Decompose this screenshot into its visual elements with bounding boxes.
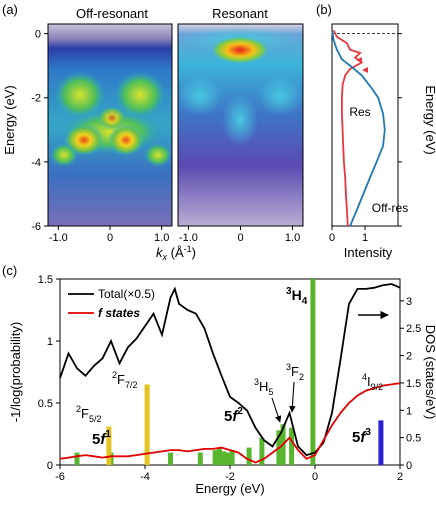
panel-c-xtick-label: -4 <box>140 471 150 483</box>
panel-c-ticks: -6 -4 -2 0 200.511.500.511.522.53 <box>38 274 422 483</box>
bar-green <box>168 452 173 465</box>
label-2F72: 2F7/2 <box>112 370 137 390</box>
panel-a-xtick-label: 0 <box>107 232 113 244</box>
label-3F2: 3F2 <box>286 362 304 382</box>
panel-c-xlabel: Energy (eV) <box>195 481 264 496</box>
bar-green <box>289 427 295 465</box>
panel-b-xtick-label: 0 <box>329 232 335 244</box>
bar-green <box>246 447 252 465</box>
panel-c-ytick-label: 1.5 <box>38 274 53 286</box>
bar-green <box>310 279 316 465</box>
label-3H5: 3H5 <box>254 377 273 397</box>
panel-c-ytick-right-label: 2 <box>406 351 412 363</box>
panel-c-ytick-right-label: 0 <box>406 460 412 472</box>
bar-green <box>225 452 231 465</box>
legend-total-label: Total(×0.5) <box>98 287 155 301</box>
panel-a-xlabel: kx (Å-1) <box>156 244 196 262</box>
panel-a-xlabel-k: k <box>156 245 164 260</box>
panel-b-xlabel: Intensity <box>344 245 393 260</box>
panel-b-xtick-label: 1 <box>362 232 368 244</box>
res-series-label: Res <box>349 105 370 119</box>
heatmap-offres <box>48 24 172 226</box>
panel-a-ytick-label: 0 <box>35 29 41 41</box>
label-3H4: 3H4 <box>286 286 308 307</box>
panel-c-label: (c) <box>2 263 17 278</box>
panel-a-xtick-label: -1.0 <box>49 232 68 244</box>
panel-c-ytick-right-label: 2.5 <box>406 323 421 335</box>
bar-yellow <box>106 426 112 465</box>
panel-c-legend: Total(×0.5) f states <box>68 287 155 320</box>
panel-c: (c) -6 -4 -2 0 200.511.500.511.522.53 Total(… <box>2 263 436 496</box>
panel-a-xtick-label: 1.0 <box>285 232 300 244</box>
panel-c-ytick-right-label: 1 <box>406 405 412 417</box>
panel-a-ylabel: Energy (eV) <box>2 85 17 154</box>
panel-a-xlabel-exp: -1 <box>184 244 192 254</box>
panel-c-ytick-right-label: 0.5 <box>406 433 421 445</box>
panel-a-yticks: 0 -2 -4 -6 <box>31 29 48 233</box>
panel-a-ytick-label: -4 <box>31 157 41 169</box>
legend-f-label: f states <box>98 306 140 320</box>
panel-c-xtick-label: -6 <box>55 471 65 483</box>
panel-a-xlabel-unit: (Å <box>167 245 184 260</box>
bar-green <box>212 450 218 465</box>
panel-a-xtick-label: -1.0 <box>179 232 198 244</box>
panel-a-label: (a) <box>2 2 18 17</box>
panel-c-xtick-label: -2 <box>225 471 235 483</box>
panel-a-title-res: Resonant <box>212 6 268 21</box>
label-5f3: 5f3 <box>352 427 371 446</box>
panel-a-ytick-label: -6 <box>31 221 41 233</box>
label-5f1: 5f1 <box>92 429 111 448</box>
bar-blue <box>378 420 384 465</box>
res-arrow-lower-icon <box>362 67 368 73</box>
panel-a: (a) Off-resonant Resonant 0 -2 -4 -6 -1 <box>2 2 304 262</box>
panel-a-xtick-label: 1.0 <box>154 232 169 244</box>
panel-b-lines <box>331 29 386 227</box>
bar-green <box>216 447 222 465</box>
heatmap-res <box>178 24 303 226</box>
panel-a-title-offres: Off-resonant <box>76 6 148 21</box>
series-line-offres <box>331 30 386 227</box>
panel-c-ytick-right-label: 1.5 <box>406 378 421 390</box>
bar-green <box>259 437 265 465</box>
panel-c-xtick-label: 0 <box>312 471 318 483</box>
label-4I92: 4I9/2 <box>362 372 383 392</box>
panel-c-xtick-label: 2 <box>397 471 403 483</box>
panel-c-ytick-label: 0 <box>47 460 53 472</box>
panel-a-xtick-label: 0 <box>237 232 243 244</box>
bar-green <box>229 450 235 465</box>
res-arrow-upper-icon <box>356 57 362 63</box>
panel-c-lines <box>59 283 401 464</box>
bar-green <box>197 452 203 465</box>
offres-series-label: Off-res <box>372 201 408 215</box>
panel-a-xlabel-close: ) <box>192 245 196 260</box>
label-2F52: 2F5/2 <box>76 404 101 424</box>
arrow-3F2 <box>289 381 296 413</box>
panel-c-ytick-right-label: 3 <box>406 296 412 308</box>
panel-c-ylabel: -1/log(probability) <box>8 322 23 422</box>
arrow-3H5 <box>271 397 282 423</box>
series-line-total <box>59 283 401 457</box>
bar-green <box>221 451 227 465</box>
panel-b-label: (b) <box>316 2 332 17</box>
series-line-f-states <box>59 382 401 464</box>
panel-a-xticks: -1.0 0 1.0 -1.0 0 1.0 <box>49 226 300 244</box>
panel-c-ytick-label: 1 <box>47 336 53 348</box>
panel-a-xlabel-sub: x <box>162 252 168 262</box>
panel-c-ytick-label: 0.5 <box>38 398 53 410</box>
series-line-res <box>332 29 364 227</box>
bar-yellow <box>144 384 150 465</box>
panel-c-ylabel-right: DOS (states/eV) <box>423 325 436 420</box>
panel-b-ylabel: Energy (eV) <box>423 85 436 154</box>
label-5f2: 5f2 <box>224 406 243 425</box>
panel-a-ytick-label: -2 <box>31 93 41 105</box>
bar-green <box>74 452 80 465</box>
